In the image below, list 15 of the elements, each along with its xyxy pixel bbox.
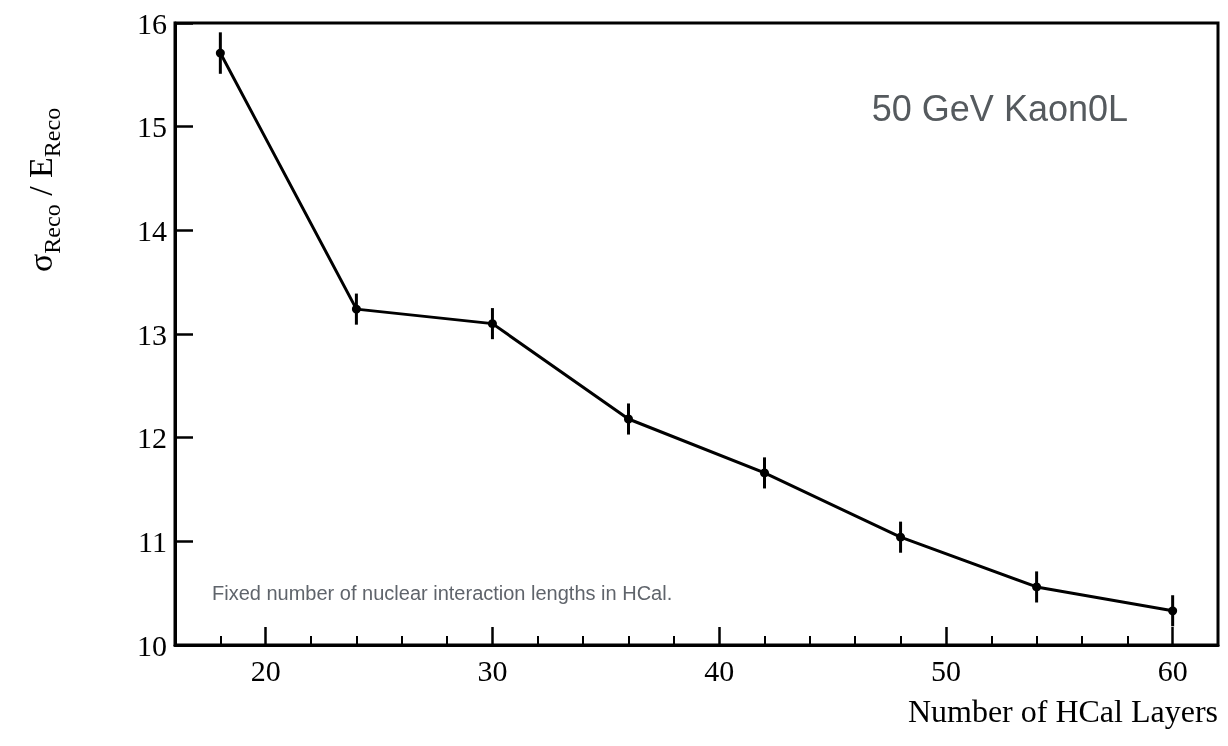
y-tick-label: 14 (137, 213, 167, 247)
x-tick-label: 30 (477, 653, 508, 687)
y-tick-label: 13 (137, 317, 167, 351)
y-tick-label: 12 (137, 421, 167, 455)
x-axis-title: Number of HCal Layers (907, 693, 1218, 729)
annotation: 50 GeV Kaon0L (871, 87, 1128, 129)
x-tick-label: 40 (704, 653, 735, 687)
annotation: Fixed number of nuclear interaction lengths in HCal. (212, 582, 673, 604)
x-tick-label: 60 (1157, 653, 1188, 687)
y-tick-label: 10 (137, 628, 167, 662)
y-tick-label: 16 (137, 6, 167, 40)
x-tick-label: 20 (250, 653, 281, 687)
y-tick-label: 11 (138, 524, 167, 558)
y-tick-label: 15 (137, 110, 167, 144)
x-tick-label: 50 (930, 653, 961, 687)
